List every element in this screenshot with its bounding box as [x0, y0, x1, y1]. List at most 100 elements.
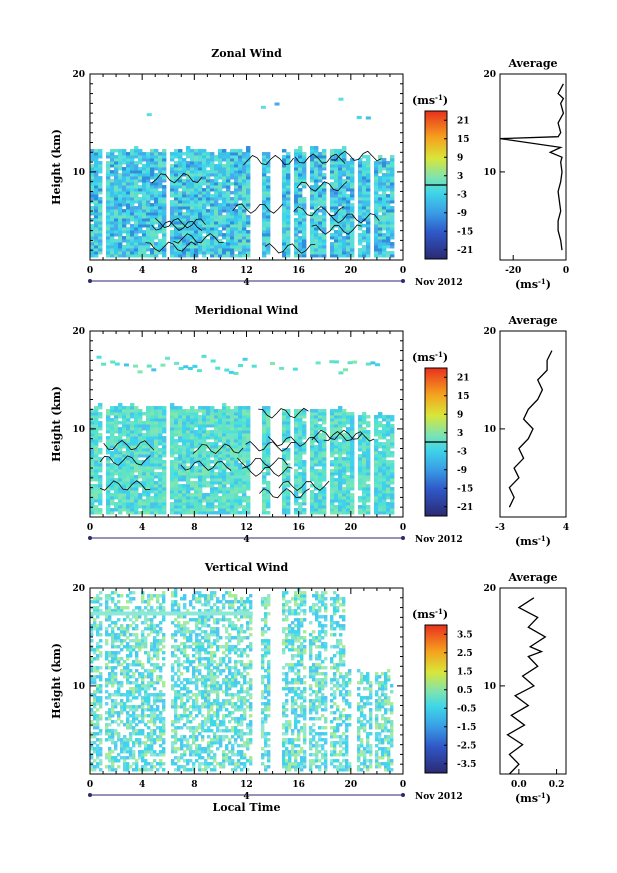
heatmap-cell — [146, 185, 151, 189]
heatmap-cell — [122, 418, 127, 422]
heatmap-cell — [374, 418, 379, 422]
heatmap-cell — [94, 499, 99, 503]
heatmap-cell — [94, 406, 99, 410]
heatmap-cell — [130, 463, 135, 467]
heatmap-cell — [186, 424, 191, 428]
heatmap-cell — [99, 645, 103, 649]
heatmap-cell — [99, 705, 103, 709]
heatmap-cell — [238, 418, 243, 422]
heatmap-cell — [222, 430, 227, 434]
heatmap-cell — [114, 666, 118, 670]
heatmap-cell — [262, 448, 267, 452]
heatmap-cell — [358, 424, 363, 428]
heatmap-cell — [234, 424, 239, 428]
heatmap-cell — [294, 448, 299, 452]
colorbar-tick-label: 9 — [457, 153, 463, 163]
heatmap-cell — [210, 155, 215, 159]
heatmap-cell — [242, 445, 247, 449]
heatmap-cell — [122, 179, 127, 183]
day-marker-start — [88, 279, 92, 283]
heatmap-cell — [182, 254, 187, 258]
heatmap-cell — [294, 185, 299, 189]
heatmap-cell — [286, 415, 291, 419]
heatmap-cell — [310, 508, 315, 512]
heatmap-cell — [194, 182, 199, 186]
heatmap-cell — [122, 499, 127, 503]
heatmap-cell — [238, 478, 243, 482]
heatmap-cell — [162, 472, 167, 476]
heatmap-cell — [374, 502, 379, 506]
heatmap-cell — [374, 472, 379, 476]
heatmap-cell — [142, 251, 147, 255]
heatmap-cell — [110, 245, 115, 249]
x-tick-label: 8 — [191, 266, 197, 276]
heatmap-cell — [96, 630, 100, 634]
heatmap-cell — [150, 511, 155, 515]
heatmap-cell — [314, 173, 319, 177]
heatmap-cell — [269, 361, 275, 365]
heatmap-cell — [202, 167, 207, 171]
heatmap-cell — [310, 218, 315, 222]
heatmap-cell — [162, 424, 167, 428]
heatmap-cell — [117, 687, 121, 691]
heatmap-cell — [310, 445, 315, 449]
heatmap-cell — [138, 218, 143, 222]
heatmap-cell — [286, 176, 291, 180]
heatmap-cell — [130, 457, 135, 461]
heatmap-cell — [282, 218, 287, 222]
heatmap-cell — [130, 484, 135, 488]
heatmap-cell — [154, 254, 159, 258]
heatmap-cell — [118, 209, 123, 213]
heatmap-cell — [310, 155, 315, 159]
heatmap-cell — [322, 493, 327, 497]
heatmap-cell — [350, 182, 355, 186]
heatmap-cell — [106, 191, 111, 195]
heatmap-cell — [350, 179, 355, 183]
heatmap-cell — [214, 194, 219, 198]
heatmap-cell — [358, 251, 363, 255]
heatmap-cell — [334, 505, 339, 509]
heatmap-cell — [262, 152, 267, 156]
heatmap-cell — [138, 451, 143, 455]
heatmap-cell — [382, 475, 387, 479]
heatmap-cell — [342, 152, 347, 156]
heatmap-cell — [330, 427, 335, 431]
heatmap-cell — [94, 233, 99, 237]
heatmap-cell — [130, 436, 135, 440]
heatmap-cell — [298, 451, 303, 455]
heatmap-cell — [114, 451, 119, 455]
heatmap-cell — [230, 215, 235, 219]
heatmap-cell — [374, 221, 379, 225]
heatmap-cell — [130, 176, 135, 180]
heatmap-cell — [242, 409, 247, 413]
heatmap-cell — [138, 215, 143, 219]
heatmap-cell — [322, 248, 327, 252]
heatmap-cell — [162, 502, 167, 506]
heatmap-cell — [122, 212, 127, 216]
heatmap-cell — [338, 427, 343, 431]
heatmap-cell — [93, 747, 97, 751]
heatmap-cell — [202, 152, 207, 156]
heatmap-cell — [138, 161, 143, 165]
heatmap-cell — [246, 472, 251, 476]
heatmap-cell — [142, 448, 147, 452]
heatmap-cell — [222, 466, 227, 470]
heatmap-cell — [286, 224, 291, 228]
heatmap-cell — [202, 203, 207, 207]
heatmap-cell — [126, 152, 131, 156]
heatmap-cell — [194, 484, 199, 488]
heatmap-cell — [298, 454, 303, 458]
heatmap-cell — [94, 448, 99, 452]
heatmap-cell — [186, 179, 191, 183]
heatmap-cell — [238, 472, 243, 476]
heatmap-cell — [129, 600, 133, 604]
heatmap-cell — [378, 451, 383, 455]
heatmap-cell — [90, 185, 95, 189]
heatmap-cell — [93, 717, 97, 721]
heatmap-cell — [110, 239, 115, 243]
heatmap-cell — [150, 170, 155, 174]
heatmap-cell — [182, 436, 187, 440]
heatmap-cell — [298, 248, 303, 252]
heatmap-cell — [386, 185, 391, 189]
heatmap-cell — [302, 230, 307, 234]
